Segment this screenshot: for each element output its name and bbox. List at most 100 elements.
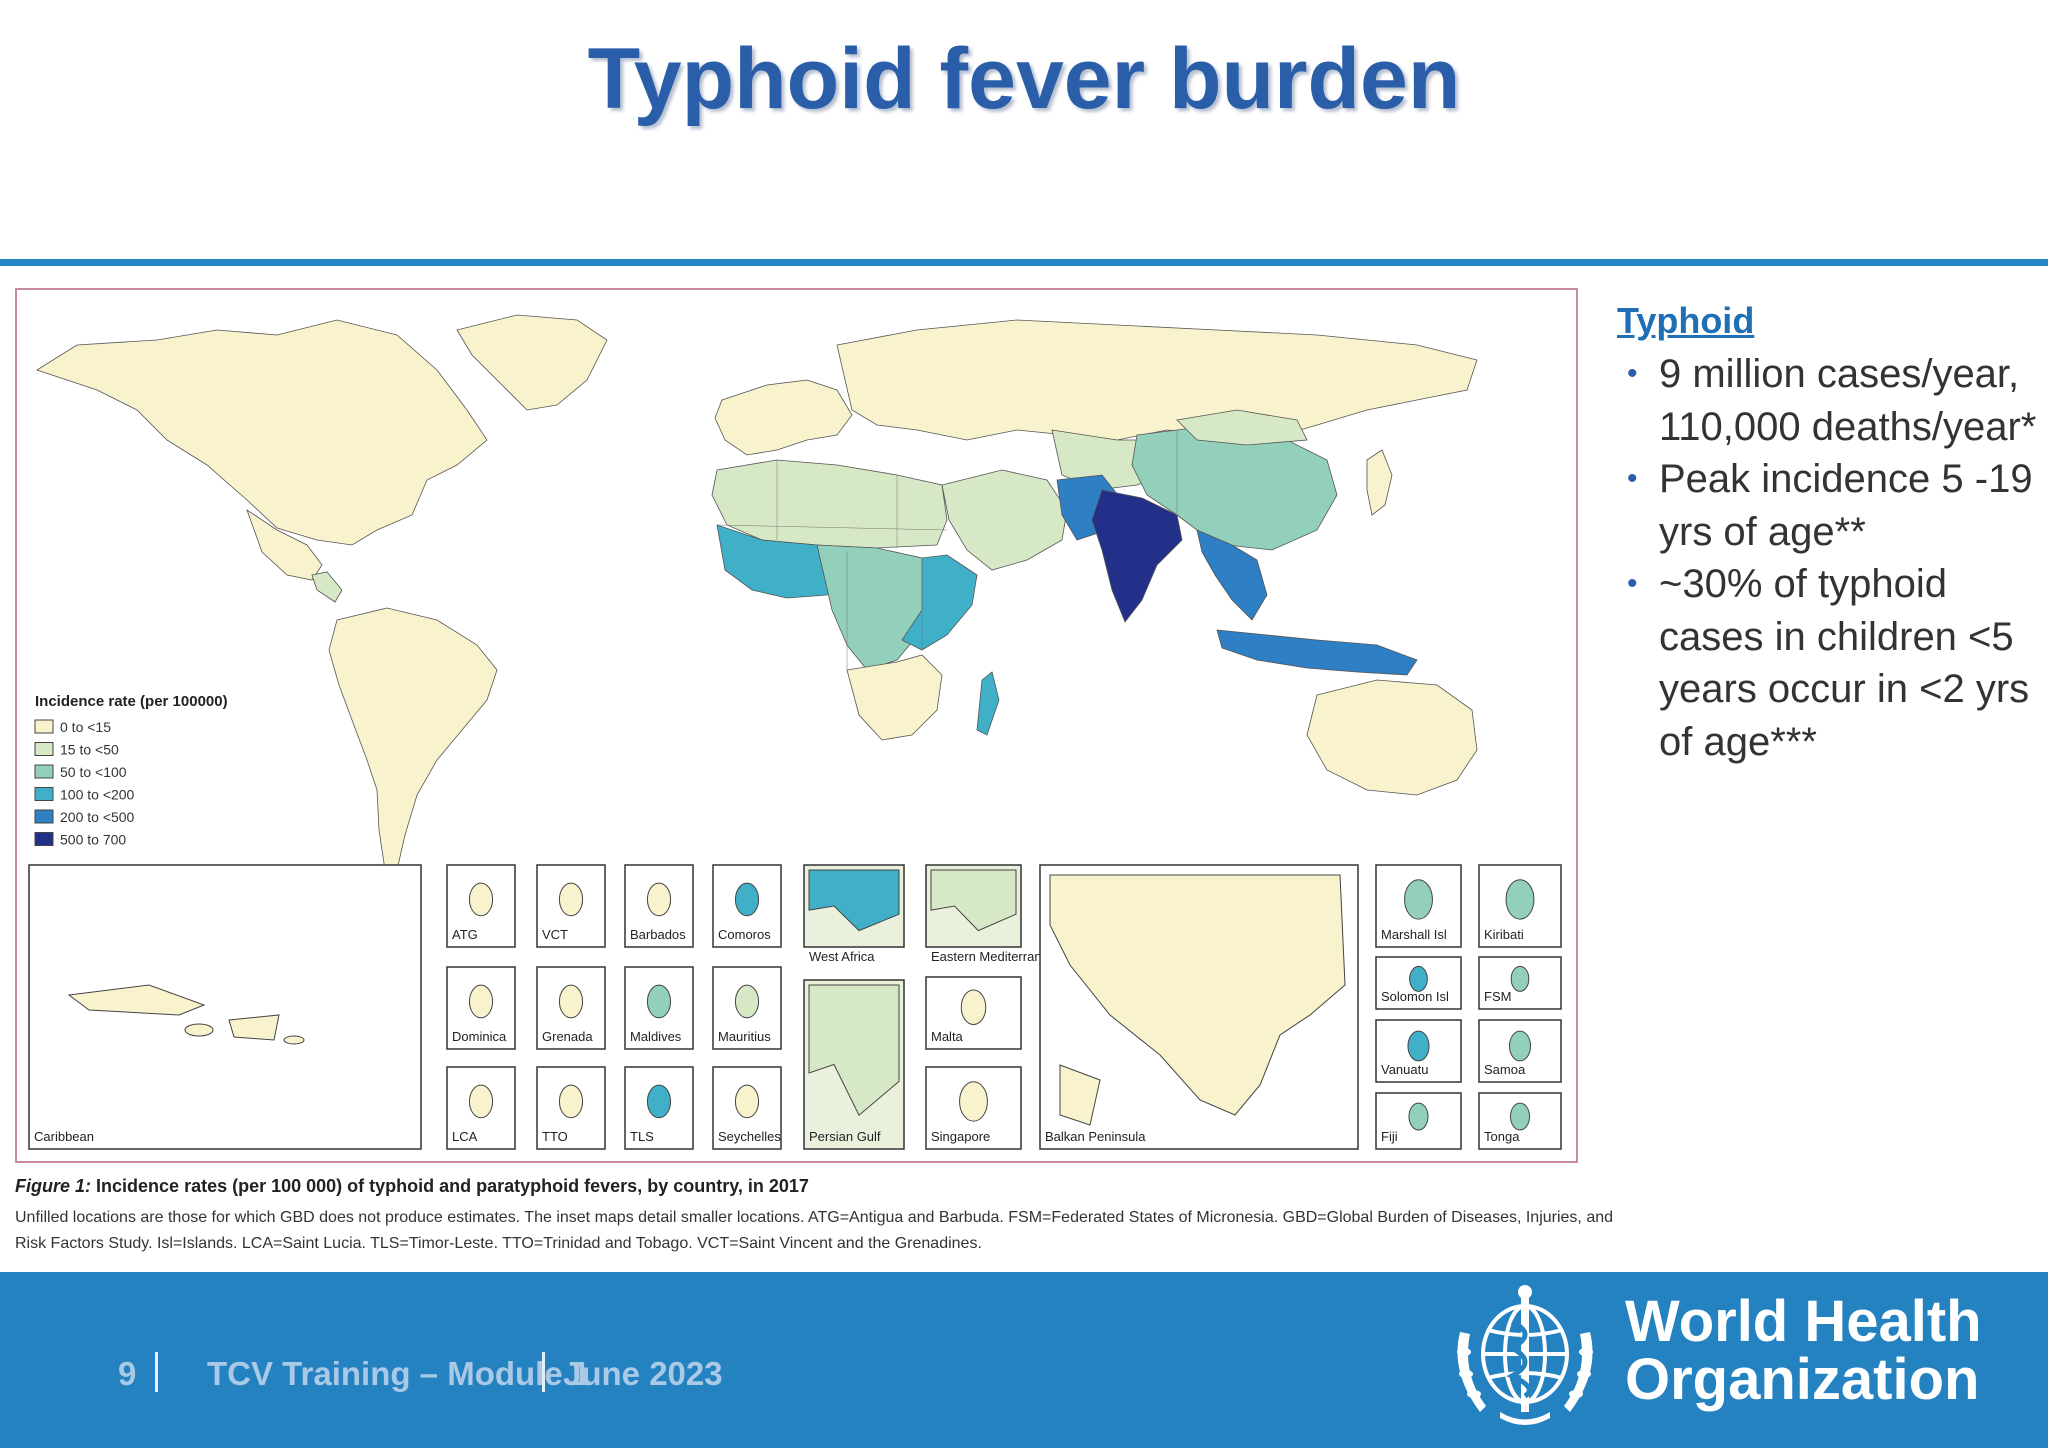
inset-label: Marshall Isl [1381, 927, 1447, 942]
legend-label: 100 to <200 [60, 787, 135, 803]
fact-text: Peak incidence 5 -19 yrs of age** [1659, 457, 2033, 554]
legend-swatch [34, 809, 54, 824]
inset-label: West Africa [809, 949, 875, 964]
inset-label: LCA [452, 1129, 478, 1144]
footer-date: June 2023 [563, 1355, 723, 1392]
inset-mauritius: Mauritius [712, 966, 782, 1050]
footer-bar [0, 1272, 2048, 1448]
footer-separator [155, 1352, 158, 1392]
bullet-icon: • [1627, 567, 1638, 600]
region-madagascar [976, 671, 1000, 736]
fact-text: ~30% of typhoid cases in children <5 yea… [1659, 562, 2030, 764]
inset-eastern-mediterranean: Eastern Mediterranean [925, 864, 1063, 964]
region-central-africa [816, 544, 933, 671]
inset-west-africa: West Africa [803, 864, 905, 964]
inset-label: TLS [630, 1129, 654, 1144]
org-name-line1: World Health [1625, 1289, 1982, 1354]
inset-label: Samoa [1484, 1062, 1526, 1077]
inset-label: Balkan Peninsula [1045, 1129, 1146, 1144]
bullet-icon: • [1627, 462, 1638, 495]
map-insets: Caribbean ATG VCT Barbados Comoros West Afric… [28, 864, 1562, 1150]
legend-label: 0 to <15 [60, 719, 111, 735]
legend-swatch [34, 742, 54, 756]
inset-label: Mauritius [718, 1029, 771, 1044]
incidence-map-figure: Incidence rate (per 100000) 0 to <15 15 to… [15, 288, 1578, 1163]
legend-swatch [34, 787, 54, 801]
caption-figure-label: Figure 1: [15, 1176, 92, 1196]
bullet-icon: • [1627, 357, 1638, 390]
typhoid-facts-panel: Typhoid • 9 million cases/year, 110,000 d… [1617, 300, 2037, 768]
world-map: Incidence rate (per 100000) 0 to <15 15 to… [28, 314, 1562, 1150]
inset-label: Barbados [630, 927, 686, 942]
typhoid-heading: Typhoid [1617, 300, 1755, 341]
inset-label: Dominica [452, 1029, 507, 1044]
caption-body: Unfilled locations are those for which G… [15, 1209, 1614, 1252]
inset-dominica: Dominica [446, 966, 516, 1050]
title-divider [0, 259, 2048, 266]
fact-item: • 9 million cases/year, 110,000 deaths/ye… [1617, 348, 2037, 453]
inset-label: Tonga [1484, 1129, 1520, 1144]
inset-label: Grenada [542, 1029, 593, 1044]
inset-comoros: Comoros [712, 864, 782, 948]
inset-label: Caribbean [34, 1129, 94, 1144]
inset-label: Vanuatu [1381, 1062, 1428, 1077]
inset-label: Seychelles [718, 1129, 781, 1144]
inset-label: TTO [542, 1129, 568, 1144]
inset-malta: Malta [925, 976, 1022, 1050]
world-map-countries [36, 314, 1478, 871]
inset-maldives: Maldives [624, 966, 694, 1050]
org-name-line2: Organization [1625, 1347, 1980, 1412]
inset-tto: TTO [536, 1066, 606, 1150]
legend-label: 200 to <500 [60, 809, 135, 825]
inset-singapore: Singapore [925, 1066, 1022, 1150]
region-australia [1306, 679, 1478, 796]
who-emblem-icon [1440, 1282, 1610, 1437]
legend-swatch [34, 832, 54, 846]
region-north-america [36, 319, 488, 546]
footer-separator [542, 1352, 545, 1392]
region-southern-africa [846, 654, 943, 741]
caption-title-text: Incidence rates (per 100 000) of typhoid… [96, 1176, 809, 1196]
legend-label: 15 to <50 [60, 742, 119, 758]
inset-grenada: Grenada [536, 966, 606, 1050]
inset-persian-gulf: Persian Gulf [803, 979, 905, 1150]
border-line [716, 524, 948, 531]
region-greenland [456, 314, 608, 411]
figure-caption: Figure 1: Incidence rates (per 100 000) … [15, 1176, 1615, 1257]
legend-swatch [34, 764, 54, 779]
region-russia [836, 319, 1478, 441]
inset-label: Persian Gulf [809, 1129, 881, 1144]
inset-label: Comoros [718, 927, 771, 942]
inset-label: ATG [452, 927, 478, 942]
inset-label: Solomon Isl [1381, 989, 1449, 1004]
inset-samoa: Samoa [1478, 1019, 1562, 1083]
inset-label: Eastern Mediterranean [931, 949, 1063, 964]
inset-solomon-isl: Solomon Isl [1375, 956, 1462, 1010]
region-india [1091, 489, 1183, 623]
legend-swatch [34, 719, 54, 734]
inset-label: Maldives [630, 1029, 682, 1044]
region-mexico [246, 508, 323, 581]
fact-item: • Peak incidence 5 -19 yrs of age** [1617, 453, 2037, 558]
legend-label: 500 to 700 [60, 832, 126, 848]
inset-balkan-peninsula: Balkan Peninsula [1039, 864, 1359, 1150]
inset-vct: VCT [536, 864, 606, 948]
inset-fiji: Fiji [1375, 1092, 1462, 1150]
inset-seychelles: Seychelles [712, 1066, 782, 1150]
region-south-america [328, 607, 498, 871]
course-name: TCV Training – Module 1 [207, 1355, 591, 1392]
inset-tls: TLS [624, 1066, 694, 1150]
inset-tonga: Tonga [1478, 1092, 1562, 1150]
region-southeast-asia [1196, 529, 1268, 621]
inset-label: Singapore [931, 1129, 990, 1144]
region-mongolia [1176, 409, 1308, 446]
inset-label: FSM [1484, 989, 1511, 1004]
map-legend: Incidence rate (per 100000) 0 to <15 15 to… [34, 693, 228, 848]
page-number: 9 [118, 1355, 137, 1392]
inset-label: VCT [542, 927, 568, 942]
legend-title: Incidence rate (per 100000) [35, 693, 228, 710]
caption-title: Figure 1: Incidence rates (per 100 000) … [15, 1176, 1615, 1197]
region-arabia-and-middle-east [941, 469, 1068, 571]
region-indonesia [1216, 629, 1418, 676]
inset-atg: ATG [446, 864, 516, 948]
